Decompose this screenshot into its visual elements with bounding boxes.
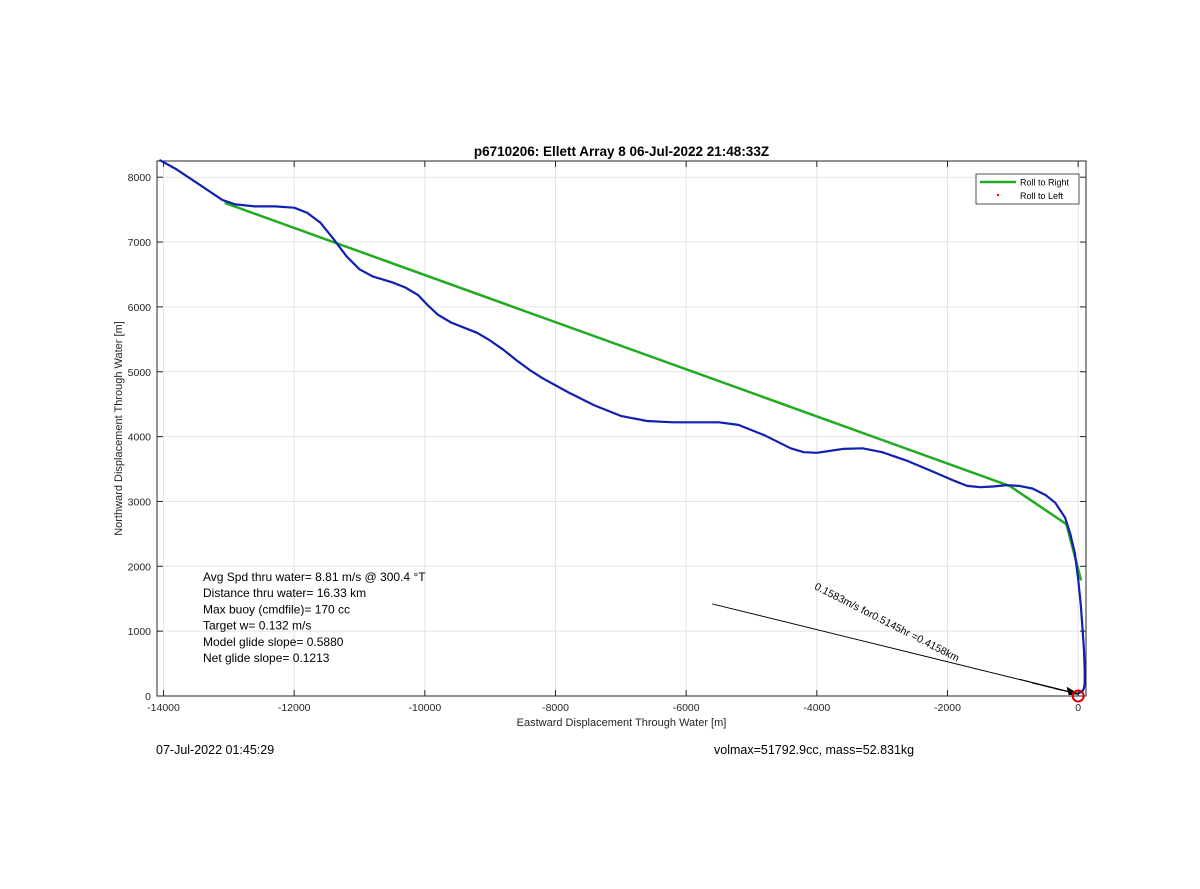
y-tick-label: 3000 bbox=[128, 496, 152, 508]
legend-swatch-roll-left bbox=[996, 193, 1000, 197]
x-tick-label: -14000 bbox=[147, 702, 180, 714]
stats-line: Model glide slope= 0.5880 bbox=[203, 635, 344, 649]
y-tick-label: 5000 bbox=[128, 367, 152, 379]
end-position-marker bbox=[1071, 689, 1085, 703]
y-tick-label: 0 bbox=[145, 691, 151, 703]
print-timestamp: 07-Jul-2022 01:45:29 bbox=[156, 743, 275, 757]
x-tick-label: 0 bbox=[1075, 702, 1081, 714]
legend-box bbox=[975, 173, 1080, 205]
chart-title: p6710206: Ellett Array 8 06-Jul-2022 21:… bbox=[474, 144, 769, 159]
stats-line: Avg Spd thru water= 8.81 m/s @ 300.4 °T bbox=[203, 570, 426, 584]
stats-line: Distance thru water= 16.33 km bbox=[203, 586, 366, 600]
y-tick-label: 6000 bbox=[128, 302, 152, 314]
volume-mass-info: volmax=51792.9cc, mass=52.831kg bbox=[714, 743, 915, 757]
y-tick-label: 2000 bbox=[128, 561, 152, 573]
plot-background bbox=[157, 161, 1086, 696]
series-track bbox=[159, 159, 1086, 695]
x-tick-label: -8000 bbox=[542, 702, 569, 714]
x-tick-label: -2000 bbox=[934, 702, 961, 714]
stats-line: Max buoy (cmdfile)= 170 cc bbox=[203, 602, 350, 616]
legend-label-roll-left: Roll to Left bbox=[1020, 191, 1064, 201]
y-tick-label: 1000 bbox=[128, 626, 152, 638]
y-tick-label: 4000 bbox=[128, 432, 152, 444]
y-tick-label: 7000 bbox=[128, 237, 152, 249]
drift-arrow bbox=[712, 603, 1079, 695]
stats-line: Net glide slope= 0.1213 bbox=[203, 651, 330, 665]
x-tick-label: -12000 bbox=[278, 702, 311, 714]
drift-arrow-head bbox=[1066, 687, 1079, 696]
stats-line: Target w= 0.132 m/s bbox=[203, 619, 311, 633]
legend-label-roll-right: Roll to Right bbox=[1020, 178, 1070, 188]
x-tick-label: -6000 bbox=[673, 702, 700, 714]
plot-area: -14000 -12000 -10000 -8000 -6000 -4000 -2000 0 0… bbox=[113, 144, 1087, 729]
axes-box bbox=[156, 160, 1087, 697]
x-axis-label: Eastward Displacement Through Water [m] bbox=[517, 717, 727, 729]
x-tick-label: -10000 bbox=[409, 702, 442, 714]
y-axis-label: Northward Displacement Through Water [m] bbox=[113, 321, 125, 536]
y-tick-label: 8000 bbox=[128, 172, 152, 184]
x-tick-label: -4000 bbox=[803, 702, 830, 714]
